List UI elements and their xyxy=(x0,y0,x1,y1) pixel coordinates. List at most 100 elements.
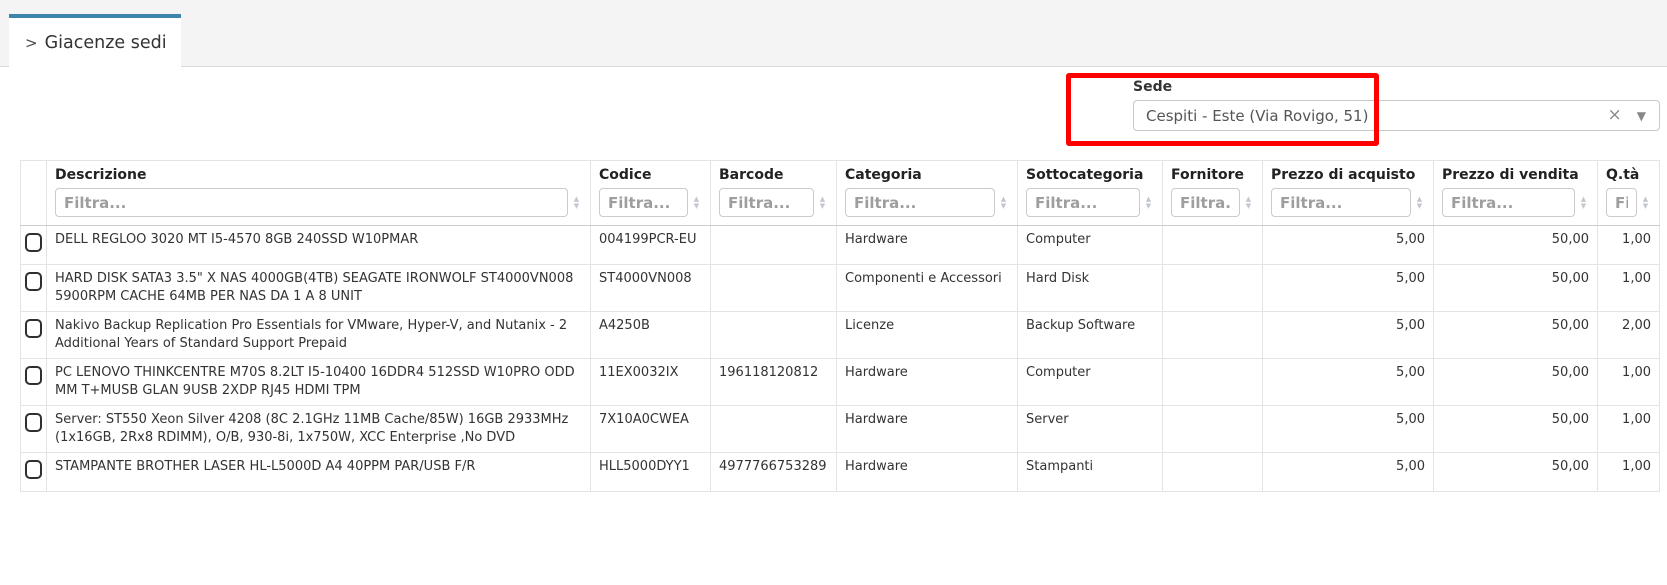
sort-icons-codice[interactable]: ▲ ▼ xyxy=(691,194,702,210)
column-header-categoria: Categoria ▲▼ xyxy=(836,160,1018,226)
cell-codice: HLL5000DYY1 xyxy=(590,452,711,492)
sort-desc-icon[interactable]: ▼ xyxy=(1245,201,1252,210)
cell-prezzo_vendita: 50,00 xyxy=(1433,358,1598,406)
sort-asc-icon[interactable]: ▲ xyxy=(1580,194,1587,203)
column-label-fornitore: Fornitore xyxy=(1171,167,1244,183)
sort-asc-icon[interactable]: ▲ xyxy=(693,194,700,203)
filter-input-sottocategoria[interactable] xyxy=(1026,188,1140,217)
sort-icons-qta[interactable]: ▲ ▼ xyxy=(1640,194,1651,210)
cell-barcode xyxy=(710,264,837,312)
sort-asc-icon[interactable]: ▲ xyxy=(1000,194,1007,203)
dropdown-caret-icon[interactable]: ▼ xyxy=(1636,108,1646,123)
cell-fornitore xyxy=(1162,405,1263,453)
cell-categoria: Licenze xyxy=(836,311,1018,359)
cell-sottocategoria: Hard Disk xyxy=(1017,264,1163,312)
table-row[interactable]: HARD DISK SATA3 3.5" X NAS 4000GB(4TB) S… xyxy=(20,264,1660,312)
table-row[interactable]: PC LENOVO THINKCENTRE M70S 8.2LT I5-1040… xyxy=(20,358,1660,406)
cell-categoria: Hardware xyxy=(836,358,1018,406)
clear-selection-icon[interactable]: × xyxy=(1607,105,1622,125)
sort-desc-icon[interactable]: ▼ xyxy=(1416,201,1423,210)
sede-selected-value: Cespiti - Este (Via Rovigo, 51) xyxy=(1146,106,1369,125)
column-label-prezzo_acquisto: Prezzo di acquisto xyxy=(1271,167,1416,183)
filter-input-codice[interactable] xyxy=(599,188,688,217)
sort-asc-icon[interactable]: ▲ xyxy=(573,194,580,203)
table-row[interactable]: Server: ST550 Xeon Silver 4208 (8C 2.1GH… xyxy=(20,405,1660,453)
cell-prezzo_vendita: 50,00 xyxy=(1433,311,1598,359)
filter-input-qta[interactable] xyxy=(1606,188,1637,217)
cell-barcode xyxy=(710,311,837,359)
filter-input-prezzo_vendita[interactable] xyxy=(1442,188,1575,217)
cell-qta: 1,00 xyxy=(1597,225,1660,265)
cell-descrizione: DELL REGLOO 3020 MT I5-4570 8GB 240SSD W… xyxy=(46,225,591,265)
column-label-sottocategoria: Sottocategoria xyxy=(1026,167,1144,183)
sort-asc-icon[interactable]: ▲ xyxy=(819,194,826,203)
cell-prezzo_acquisto: 5,00 xyxy=(1262,452,1434,492)
filter-input-barcode[interactable] xyxy=(719,188,814,217)
column-label-qta: Q.tà xyxy=(1606,167,1640,183)
sort-desc-icon[interactable]: ▼ xyxy=(693,201,700,210)
row-checkbox[interactable] xyxy=(25,319,42,338)
cell-categoria: Hardware xyxy=(836,225,1018,265)
column-header-barcode: Barcode ▲▼ xyxy=(710,160,837,226)
sort-asc-icon[interactable]: ▲ xyxy=(1416,194,1423,203)
select-all-header-cell xyxy=(20,160,47,226)
sort-desc-icon[interactable]: ▼ xyxy=(1642,201,1649,210)
sort-desc-icon[interactable]: ▼ xyxy=(573,201,580,210)
table-row[interactable]: DELL REGLOO 3020 MT I5-4570 8GB 240SSD W… xyxy=(20,225,1660,265)
row-checkbox[interactable] xyxy=(25,272,42,291)
cell-prezzo_acquisto: 5,00 xyxy=(1262,225,1434,265)
sort-icons-barcode[interactable]: ▲ ▼ xyxy=(817,194,828,210)
sede-select[interactable]: Cespiti - Este (Via Rovigo, 51) × ▼ xyxy=(1133,100,1660,131)
sort-icons-categoria[interactable]: ▲ ▼ xyxy=(998,194,1009,210)
sort-asc-icon[interactable]: ▲ xyxy=(1642,194,1649,203)
column-header-codice: Codice ▲▼ xyxy=(590,160,711,226)
sort-asc-icon[interactable]: ▲ xyxy=(1245,194,1252,203)
cell-fornitore xyxy=(1162,358,1263,406)
cell-barcode: 196118120812 xyxy=(710,358,837,406)
filter-input-descrizione[interactable] xyxy=(55,188,568,217)
sort-desc-icon[interactable]: ▼ xyxy=(1000,201,1007,210)
sort-desc-icon[interactable]: ▼ xyxy=(1145,201,1152,210)
column-header-qta: Q.tà▲▼ xyxy=(1597,160,1660,226)
tab-label: Giacenze sedi xyxy=(44,33,167,53)
cell-fornitore xyxy=(1162,264,1263,312)
cell-codice: 11EX0032IX xyxy=(590,358,711,406)
column-header-prezzo_acquisto: Prezzo di acquisto ▲▼ xyxy=(1262,160,1434,226)
cell-descrizione: STAMPANTE BROTHER LASER HL-L5000D A4 40P… xyxy=(46,452,591,492)
column-label-categoria: Categoria xyxy=(845,167,922,183)
cell-sottocategoria: Backup Software xyxy=(1017,311,1163,359)
top-tab-bar xyxy=(0,0,1667,67)
row-checkbox[interactable] xyxy=(25,460,42,479)
chevron-right-icon: > xyxy=(25,33,38,52)
sort-asc-icon[interactable]: ▲ xyxy=(1145,194,1152,203)
table-row[interactable]: STAMPANTE BROTHER LASER HL-L5000D A4 40P… xyxy=(20,452,1660,492)
table-row[interactable]: Nakivo Backup Replication Pro Essentials… xyxy=(20,311,1660,359)
row-checkbox[interactable] xyxy=(25,233,42,252)
table-header-row: Descrizione▲▼Codice▲▼Barcode▲▼Categoria▲… xyxy=(20,160,1660,226)
sort-icons-prezzo_vendita[interactable]: ▲ ▼ xyxy=(1578,194,1589,210)
sort-icons-fornitore[interactable]: ▲ ▼ xyxy=(1243,194,1254,210)
row-checkbox[interactable] xyxy=(25,366,42,385)
cell-sottocategoria: Stampanti xyxy=(1017,452,1163,492)
sort-icons-sottocategoria[interactable]: ▲ ▼ xyxy=(1143,194,1154,210)
cell-codice: 7X10A0CWEA xyxy=(590,405,711,453)
column-label-codice: Codice xyxy=(599,167,652,183)
row-checkbox-cell xyxy=(20,311,47,359)
cell-qta: 1,00 xyxy=(1597,452,1660,492)
sort-desc-icon[interactable]: ▼ xyxy=(1580,201,1587,210)
cell-qta: 2,00 xyxy=(1597,311,1660,359)
tab-giacenze-sedi[interactable]: > Giacenze sedi xyxy=(9,14,181,68)
sort-icons-prezzo_acquisto[interactable]: ▲ ▼ xyxy=(1414,194,1425,210)
filter-input-fornitore[interactable] xyxy=(1171,188,1240,217)
sort-icons-descrizione[interactable]: ▲ ▼ xyxy=(571,194,582,210)
cell-barcode xyxy=(710,225,837,265)
sort-desc-icon[interactable]: ▼ xyxy=(819,201,826,210)
column-header-fornitore: Fornitore ▲▼ xyxy=(1162,160,1263,226)
row-checkbox[interactable] xyxy=(25,413,42,432)
cell-prezzo_acquisto: 5,00 xyxy=(1262,358,1434,406)
column-label-prezzo_vendita: Prezzo di vendita xyxy=(1442,167,1579,183)
cell-prezzo_vendita: 50,00 xyxy=(1433,264,1598,312)
filter-input-prezzo_acquisto[interactable] xyxy=(1271,188,1411,217)
cell-sottocategoria: Computer xyxy=(1017,358,1163,406)
filter-input-categoria[interactable] xyxy=(845,188,995,217)
